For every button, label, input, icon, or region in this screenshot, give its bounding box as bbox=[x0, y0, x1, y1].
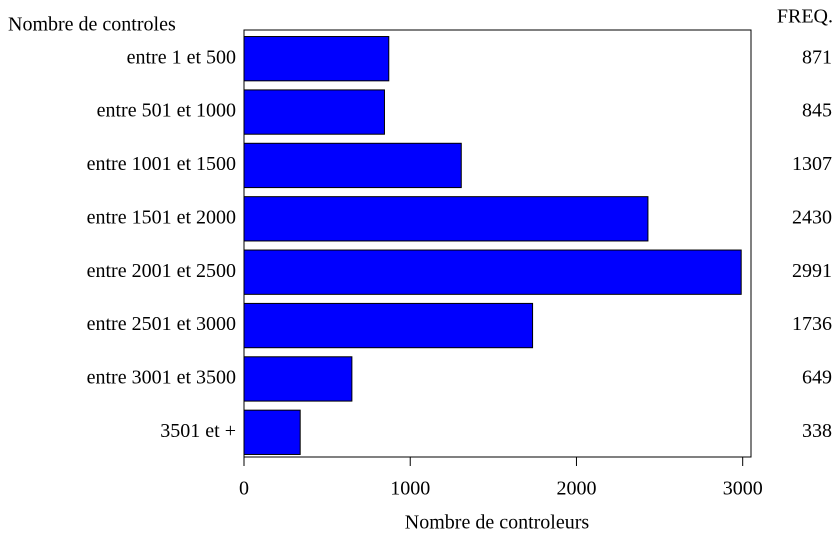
y-tick-label: 3501 et + bbox=[160, 420, 236, 442]
stat-value: 338 bbox=[802, 420, 832, 442]
bar bbox=[243, 249, 742, 295]
bar bbox=[243, 89, 385, 135]
y-tick-label: entre 3001 et 3500 bbox=[87, 367, 236, 389]
x-axis-label: Nombre de controleurs bbox=[405, 512, 590, 534]
bar bbox=[243, 196, 649, 242]
bar bbox=[243, 409, 301, 455]
y-tick-label: entre 1001 et 1500 bbox=[87, 153, 236, 175]
y-tick-label: entre 2001 et 2500 bbox=[87, 260, 236, 282]
y-tick-label: entre 1 et 500 bbox=[127, 46, 236, 68]
stat-header: FREQ. bbox=[777, 6, 833, 28]
stat-value: 2430 bbox=[792, 206, 832, 228]
y-tick-label: entre 1501 et 2000 bbox=[87, 206, 236, 228]
stat-value: 1307 bbox=[792, 153, 832, 175]
plot-frame bbox=[243, 29, 752, 458]
stat-value: 2991 bbox=[792, 260, 832, 282]
bar bbox=[243, 142, 462, 189]
x-tick-label: 0 bbox=[239, 478, 249, 500]
stat-value: 1736 bbox=[792, 313, 832, 335]
stat-value: 871 bbox=[802, 46, 832, 68]
y-tick-label: entre 2501 et 3000 bbox=[87, 313, 236, 335]
bar bbox=[243, 36, 390, 82]
x-tick-label: 2000 bbox=[556, 478, 596, 500]
bar bbox=[243, 356, 353, 402]
x-tick-label: 3000 bbox=[723, 478, 763, 500]
x-tick-label: 1000 bbox=[390, 478, 430, 500]
y-tick-label: entre 501 et 1000 bbox=[97, 100, 236, 122]
bar bbox=[243, 302, 534, 349]
y-axis-label: Nombre de controles bbox=[8, 14, 176, 36]
stat-value: 845 bbox=[802, 100, 832, 122]
stat-value: 649 bbox=[802, 367, 832, 389]
